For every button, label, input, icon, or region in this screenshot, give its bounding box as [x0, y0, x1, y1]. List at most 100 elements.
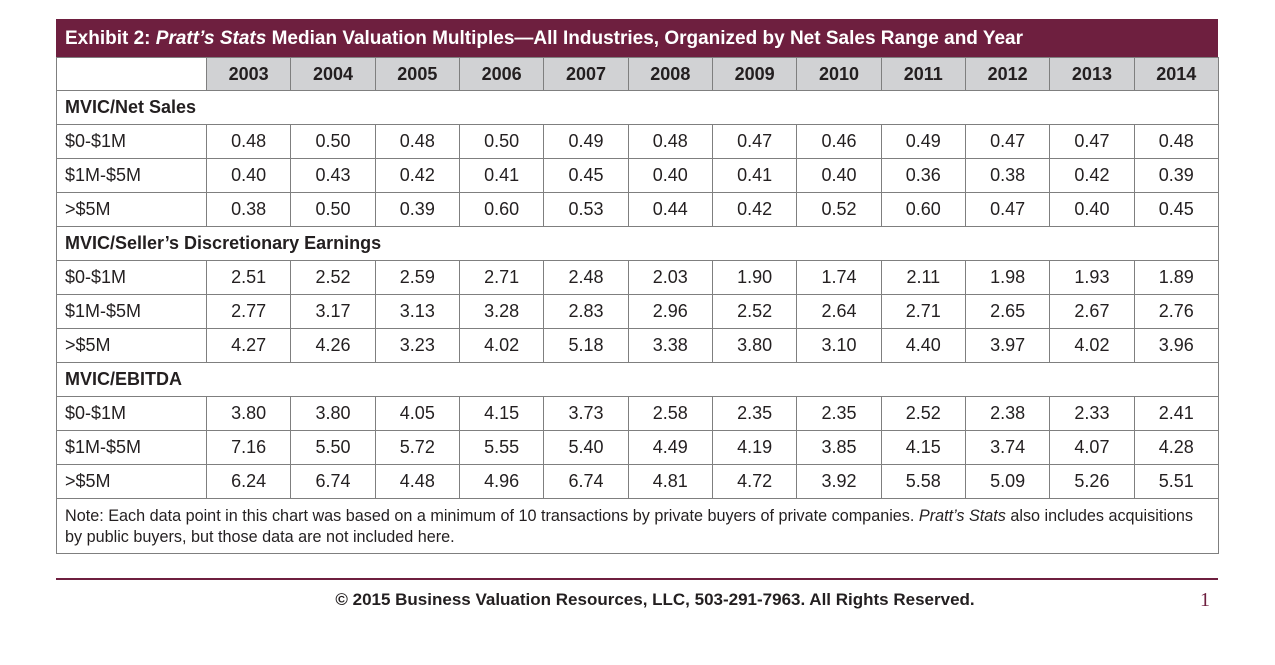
value-cell: 3.23: [374, 328, 460, 363]
note-suffix: also includes acquisitions by public buy…: [65, 507, 1194, 546]
value-cell: 5.58: [880, 464, 966, 499]
year-header-2012: 2012: [964, 57, 1051, 91]
value-cell: 2.35: [796, 396, 882, 431]
value-cell: 2.52: [290, 260, 376, 295]
value-cell: 0.48: [205, 124, 292, 159]
value-cell: 3.85: [796, 430, 882, 465]
value-cell: 3.97: [964, 328, 1051, 363]
value-cell: 4.72: [711, 464, 798, 499]
value-cell: 3.80: [205, 396, 292, 431]
value-cell: 5.50: [290, 430, 376, 465]
table-row: $0-$1M 3.80 3.80 4.05 4.15 3.73 2.58 2.35 2.35 2.…: [56, 396, 1219, 431]
value-cell: 0.60: [880, 192, 966, 227]
value-cell: 0.41: [458, 158, 545, 193]
note-row: Note: Each data point in this chart was …: [56, 498, 1219, 554]
value-cell: 0.53: [543, 192, 629, 227]
value-cell: 4.28: [1133, 430, 1219, 465]
value-cell: 3.80: [711, 328, 798, 363]
value-cell: 4.27: [205, 328, 292, 363]
year-header-2014: 2014: [1133, 57, 1219, 91]
value-cell: 4.05: [374, 396, 460, 431]
row-label: >$5M: [56, 192, 207, 227]
value-cell: 2.03: [627, 260, 713, 295]
value-cell: 2.83: [543, 294, 629, 329]
value-cell: 1.90: [711, 260, 798, 295]
year-header-2007: 2007: [543, 57, 629, 91]
value-cell: 0.52: [796, 192, 882, 227]
value-cell: 1.93: [1049, 260, 1135, 295]
year-header-row: 2003 2004 2005 2006 2007 2008 2009 2010 2011 2012…: [56, 57, 1219, 91]
note-italic: Pratt’s Stats: [918, 507, 1006, 525]
exhibit-title-prefix: Exhibit 2:: [65, 28, 156, 49]
value-cell: 0.47: [964, 192, 1051, 227]
value-cell: 0.50: [458, 124, 545, 159]
value-cell: 0.45: [543, 158, 629, 193]
value-cell: 4.49: [627, 430, 713, 465]
value-cell: 0.42: [711, 192, 798, 227]
section-heading: MVIC/Net Sales: [56, 90, 1219, 125]
value-cell: 1.89: [1133, 260, 1219, 295]
value-cell: 0.48: [374, 124, 460, 159]
value-cell: 5.18: [543, 328, 629, 363]
exhibit-table-container: Exhibit 2: Pratt’s Stats Median Valuatio…: [56, 19, 1219, 554]
value-cell: 0.50: [290, 124, 376, 159]
value-cell: 2.67: [1049, 294, 1135, 329]
value-cell: 4.40: [880, 328, 966, 363]
value-cell: 0.42: [374, 158, 460, 193]
exhibit-title-italic: Pratt’s Stats: [155, 28, 267, 49]
value-cell: 3.96: [1133, 328, 1219, 363]
row-label: $1M-$5M: [56, 430, 207, 465]
value-cell: 3.10: [796, 328, 882, 363]
value-cell: 3.80: [290, 396, 376, 431]
table-row: $0-$1M 0.48 0.50 0.48 0.50 0.49 0.48 0.47 0.46 0.…: [56, 124, 1219, 159]
value-cell: 2.59: [374, 260, 460, 295]
value-cell: 0.39: [374, 192, 460, 227]
row-label: >$5M: [56, 328, 207, 363]
value-cell: 4.02: [458, 328, 545, 363]
row-label: $0-$1M: [56, 260, 207, 295]
footer-rule: [56, 578, 1218, 580]
year-header-2010: 2010: [796, 57, 882, 91]
copyright-footer: © 2015 Business Valuation Resources, LLC…: [335, 590, 975, 609]
value-cell: 0.38: [205, 192, 292, 227]
value-cell: 3.13: [374, 294, 460, 329]
value-cell: 0.48: [1133, 124, 1219, 159]
value-cell: 4.15: [458, 396, 545, 431]
year-header-2008: 2008: [627, 57, 713, 91]
table-row: $1M-$5M 2.77 3.17 3.13 3.28 2.83 2.96 2.52 2.64 2…: [56, 294, 1219, 329]
year-header-2013: 2013: [1049, 57, 1135, 91]
value-cell: 0.36: [880, 158, 966, 193]
row-label: $0-$1M: [56, 396, 207, 431]
value-cell: 2.96: [627, 294, 713, 329]
value-cell: 5.51: [1133, 464, 1219, 499]
value-cell: 0.38: [964, 158, 1051, 193]
value-cell: 4.81: [627, 464, 713, 499]
table-body: MVIC/Net Sales $0-$1M 0.48 0.50 0.48 0.50 0.49…: [56, 90, 1219, 499]
year-header-2011: 2011: [880, 57, 966, 91]
value-cell: 2.52: [711, 294, 798, 329]
value-cell: 4.07: [1049, 430, 1135, 465]
value-cell: 7.16: [205, 430, 292, 465]
value-cell: 3.73: [543, 396, 629, 431]
row-label: $0-$1M: [56, 124, 207, 159]
value-cell: 3.17: [290, 294, 376, 329]
value-cell: 4.26: [290, 328, 376, 363]
exhibit-title: Exhibit 2: Pratt’s Stats Median Valuatio…: [56, 19, 1218, 57]
value-cell: 2.11: [880, 260, 966, 295]
value-cell: 6.74: [290, 464, 376, 499]
value-cell: 1.74: [796, 260, 882, 295]
value-cell: 0.46: [796, 124, 882, 159]
section-heading: MVIC/Seller’s Discretionary Earnings: [56, 226, 1219, 261]
year-header-2009: 2009: [711, 57, 798, 91]
value-cell: 0.49: [880, 124, 966, 159]
value-cell: 0.41: [711, 158, 798, 193]
table-row: >$5M 0.38 0.50 0.39 0.60 0.53 0.44 0.42 0.52 0.60…: [56, 192, 1219, 227]
section-header-row: MVIC/EBITDA: [56, 362, 1219, 397]
value-cell: 0.60: [458, 192, 545, 227]
value-cell: 0.47: [711, 124, 798, 159]
value-cell: 2.51: [205, 260, 292, 295]
value-cell: 4.19: [711, 430, 798, 465]
note-prefix: Note: Each data point in this chart was …: [65, 507, 919, 525]
value-cell: 5.55: [458, 430, 545, 465]
value-cell: 5.26: [1049, 464, 1135, 499]
